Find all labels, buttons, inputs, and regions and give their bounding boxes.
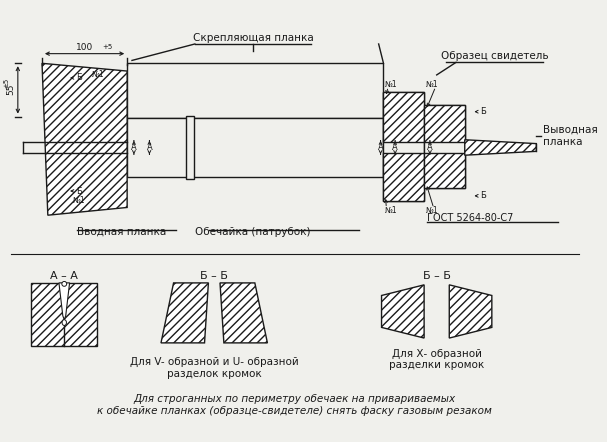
- Text: ±5: ±5: [3, 77, 9, 88]
- Text: №1: №1: [426, 206, 438, 215]
- Text: А – А: А – А: [50, 271, 78, 281]
- Ellipse shape: [62, 282, 67, 286]
- Polygon shape: [384, 92, 424, 142]
- Text: Б: Б: [480, 191, 486, 200]
- Polygon shape: [424, 153, 465, 188]
- Text: №1: №1: [384, 206, 397, 215]
- Text: Б – Б: Б – Б: [200, 271, 228, 281]
- Ellipse shape: [62, 320, 66, 325]
- Text: Обечайка (патрубок): Обечайка (патрубок): [195, 227, 311, 236]
- Polygon shape: [384, 153, 424, 201]
- Text: Выводная
планка: Выводная планка: [543, 125, 598, 147]
- Text: Б: Б: [76, 187, 82, 195]
- Text: Для строганных по периметру обечаек на привариваемых
к обечайке планках (образце: Для строганных по периметру обечаек на п…: [97, 394, 492, 416]
- Bar: [127, 118, 384, 176]
- Text: №1: №1: [91, 70, 104, 80]
- Polygon shape: [32, 283, 97, 346]
- Text: Образец свидетель: Образец свидетель: [441, 50, 549, 61]
- Bar: [127, 63, 384, 118]
- Text: Б: Б: [76, 73, 82, 82]
- Text: №1: №1: [384, 80, 397, 89]
- Text: Для Х- образной
разделки кромок: Для Х- образной разделки кромок: [389, 349, 484, 370]
- Text: ГОСТ 5264-80-С7: ГОСТ 5264-80-С7: [427, 213, 514, 223]
- Text: А: А: [131, 143, 137, 152]
- Text: №1: №1: [72, 196, 85, 205]
- Polygon shape: [465, 140, 537, 155]
- Text: А: А: [146, 143, 152, 152]
- Polygon shape: [424, 105, 465, 142]
- Polygon shape: [42, 63, 127, 215]
- Text: Б: Б: [480, 107, 486, 116]
- Polygon shape: [220, 283, 268, 343]
- Text: А: А: [392, 143, 398, 152]
- Text: 100: 100: [76, 43, 93, 52]
- Text: +5: +5: [102, 44, 112, 50]
- Text: Вводная планка: Вводная планка: [77, 227, 166, 236]
- Text: Скрепляющая планка: Скрепляющая планка: [192, 33, 313, 43]
- Bar: [384, 92, 424, 201]
- Polygon shape: [161, 283, 208, 343]
- Polygon shape: [449, 285, 492, 338]
- Text: А: А: [427, 143, 433, 152]
- Text: Б – Б: Б – Б: [422, 271, 450, 281]
- Text: №1: №1: [426, 80, 438, 89]
- Polygon shape: [382, 285, 424, 338]
- Polygon shape: [59, 283, 70, 320]
- Text: 55: 55: [6, 84, 15, 95]
- Bar: [424, 105, 465, 188]
- Text: А: А: [378, 143, 384, 152]
- Bar: [186, 115, 194, 179]
- Text: Для V- образной и U- образной
разделок кромок: Для V- образной и U- образной разделок к…: [130, 358, 299, 379]
